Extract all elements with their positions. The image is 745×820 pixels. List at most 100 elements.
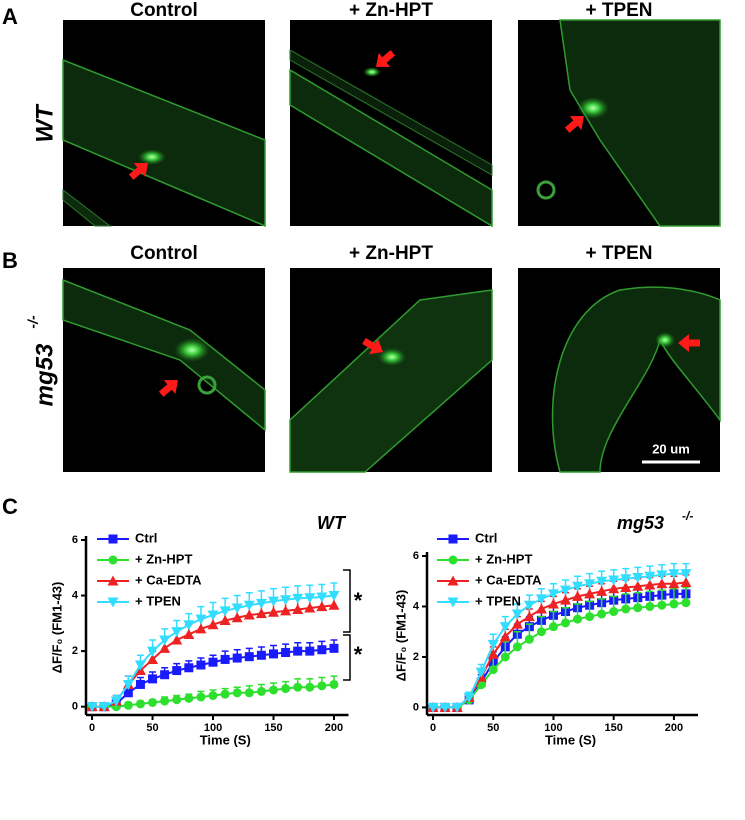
marker (573, 614, 583, 624)
marker (220, 689, 230, 699)
marker (463, 692, 475, 703)
x-tick-label: 200 (325, 722, 343, 734)
marker (329, 643, 339, 653)
marker (243, 609, 255, 620)
marker (280, 605, 292, 616)
panel-letter: B (2, 248, 18, 273)
marker (232, 688, 242, 698)
marker (596, 585, 608, 596)
marker (171, 627, 183, 638)
marker (487, 648, 499, 659)
legend-marker (107, 575, 119, 586)
marker (681, 598, 691, 608)
marker (281, 648, 291, 657)
legend-label: + Ca-EDTA (475, 572, 542, 587)
column-title: + TPEN (585, 243, 652, 264)
y-tick-label: 0 (72, 701, 78, 713)
marker (280, 595, 292, 606)
marker (293, 682, 303, 692)
marker (561, 618, 571, 628)
marker (317, 681, 327, 691)
legend-marker (108, 534, 118, 544)
marker (110, 696, 122, 707)
y-tick-label: 4 (413, 600, 420, 612)
marker (148, 674, 158, 684)
marker (135, 679, 145, 689)
marker (488, 665, 498, 675)
marker (172, 695, 182, 705)
series-line (433, 581, 687, 709)
significance-annotation: * (354, 642, 363, 667)
column-title: + Zn-HPT (349, 0, 433, 21)
marker (244, 688, 254, 698)
x-tick-label: 0 (89, 722, 95, 734)
marker (231, 603, 243, 614)
marker (536, 627, 546, 637)
marker (680, 569, 692, 580)
column-title: Control (130, 243, 198, 264)
micrograph (289, 20, 493, 228)
marker (328, 599, 340, 610)
y-tick-label: 6 (72, 534, 78, 546)
panel-letter: C (2, 494, 18, 519)
x-tick-label: 50 (487, 722, 499, 734)
legend-marker (447, 597, 459, 608)
legend-marker (107, 597, 119, 608)
marker (621, 604, 631, 614)
scale-bar-label: 20 um (652, 441, 690, 456)
legend-marker (108, 555, 118, 565)
marker (268, 606, 279, 617)
chart-title: WT (317, 513, 347, 533)
marker (535, 594, 547, 605)
marker (184, 663, 194, 673)
marker (524, 634, 534, 644)
marker (608, 575, 620, 586)
marker (633, 603, 643, 613)
marker (620, 582, 632, 593)
row-label: WT (31, 103, 58, 143)
micrograph (62, 268, 266, 472)
marker (316, 601, 328, 612)
legend-label: + Ca-EDTA (135, 572, 202, 587)
x-tick-label: 100 (204, 722, 222, 734)
significance-bracket (343, 569, 351, 681)
legend-marker (447, 575, 459, 586)
marker (511, 618, 523, 629)
column-title: Control (130, 0, 198, 21)
marker (680, 577, 692, 587)
marker (668, 578, 680, 589)
marker (232, 653, 242, 663)
marker (86, 702, 98, 713)
marker (656, 570, 668, 581)
marker (499, 631, 511, 642)
marker (160, 696, 170, 706)
significance-annotation: * (354, 588, 363, 613)
marker (196, 660, 206, 670)
legend-marker (448, 555, 458, 565)
x-tick-label: 100 (544, 722, 562, 734)
x-axis-label: Time (S) (200, 732, 251, 747)
marker (572, 590, 584, 601)
marker (269, 685, 278, 695)
marker (548, 622, 558, 632)
legend-marker (448, 534, 458, 544)
marker (499, 622, 511, 633)
marker (292, 593, 304, 604)
row-label-sup: -/- (25, 315, 41, 329)
marker (669, 599, 679, 609)
marker (98, 702, 110, 713)
legend-label: Ctrl (475, 530, 497, 545)
chart-title-sup: -/- (682, 509, 693, 523)
y-tick-label: 2 (413, 651, 419, 663)
marker (608, 583, 620, 594)
marker (160, 670, 170, 680)
marker (123, 688, 133, 698)
marker (328, 591, 340, 602)
marker (427, 702, 439, 713)
marker (134, 660, 146, 671)
marker (316, 592, 328, 603)
marker (268, 596, 279, 607)
marker (560, 585, 572, 596)
marker (632, 572, 644, 583)
